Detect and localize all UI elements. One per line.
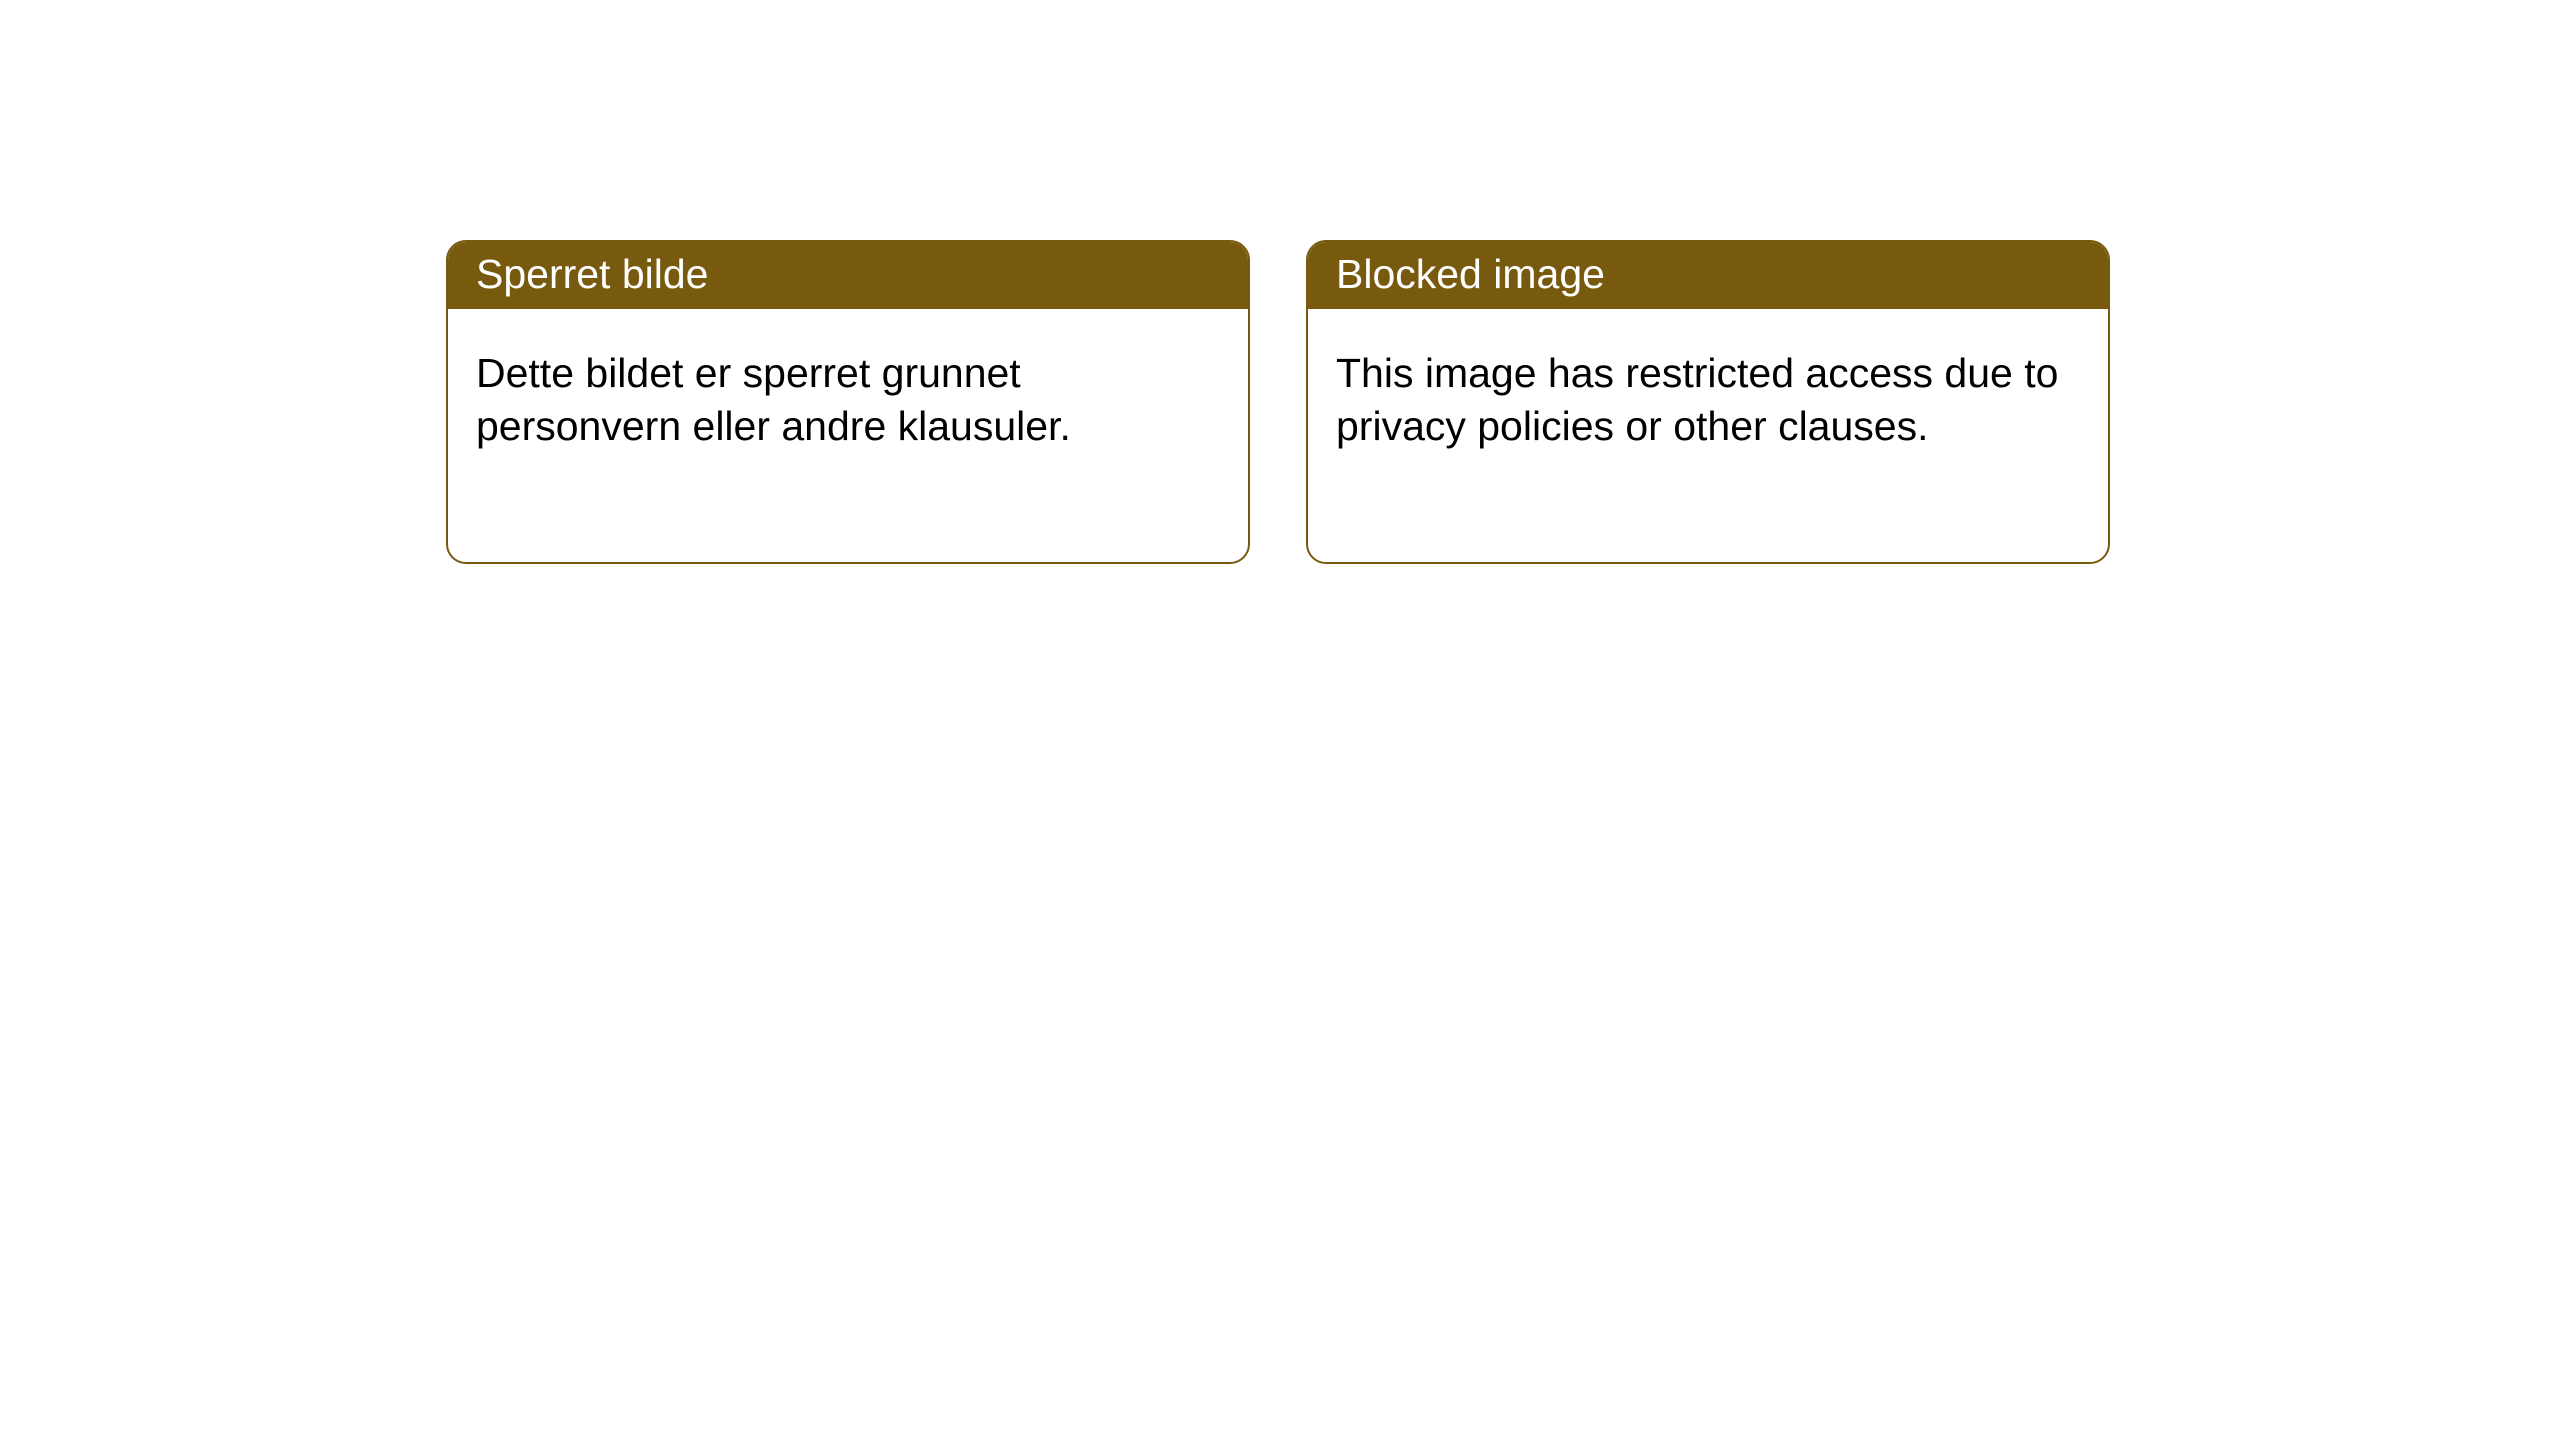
- card-body-text: Dette bildet er sperret grunnet personve…: [448, 309, 1248, 562]
- blocked-image-card-en: Blocked image This image has restricted …: [1306, 240, 2110, 564]
- notice-container: Sperret bilde Dette bildet er sperret gr…: [446, 240, 2110, 564]
- card-body-text: This image has restricted access due to …: [1308, 309, 2108, 562]
- blocked-image-card-no: Sperret bilde Dette bildet er sperret gr…: [446, 240, 1250, 564]
- card-header: Blocked image: [1308, 242, 2108, 309]
- card-header: Sperret bilde: [448, 242, 1248, 309]
